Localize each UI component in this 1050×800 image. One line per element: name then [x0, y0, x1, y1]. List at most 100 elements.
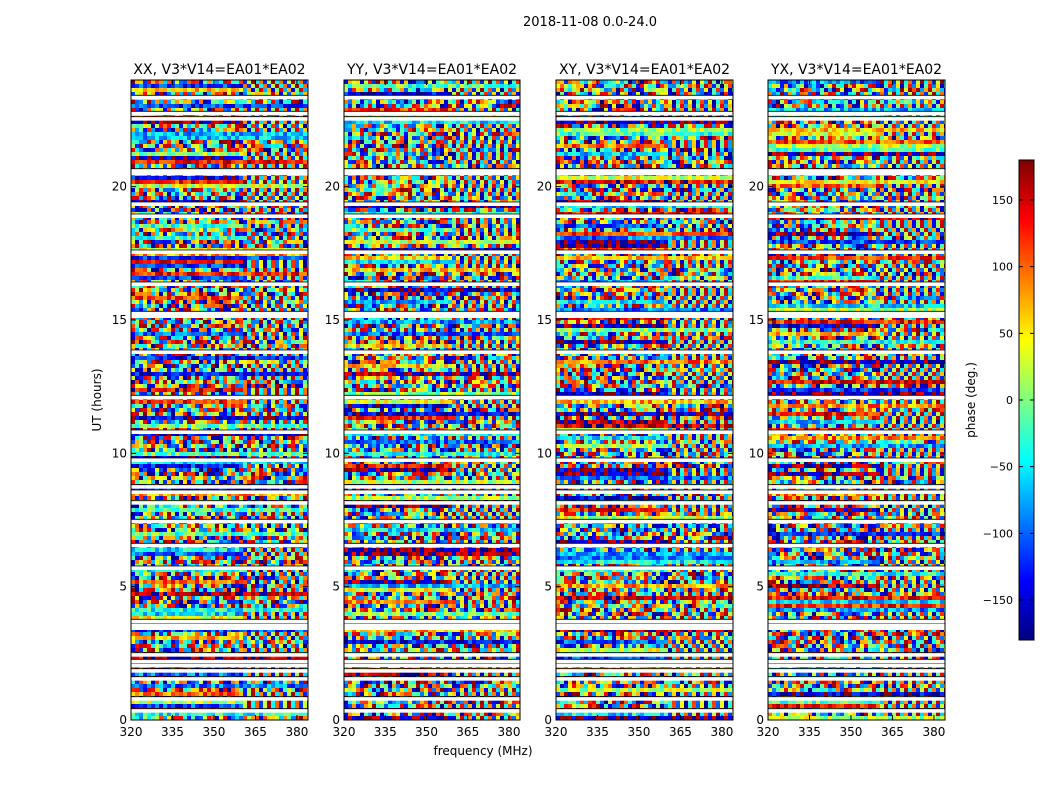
flagged-row: [131, 484, 308, 489]
colorbar-tick-label: −100: [983, 527, 1013, 540]
x-tick-label: 335: [161, 725, 184, 739]
colorbar-tick-label: 50: [999, 327, 1013, 340]
flagged-row: [131, 652, 308, 657]
flagged-row: [556, 350, 733, 354]
panels: XX, V3*V14=EA01*EA02 320 335 350 365 380 0 5 10 1…: [112, 62, 946, 739]
flagged-row: [556, 490, 733, 494]
flagged-row: [768, 619, 945, 624]
flagged-row: [344, 116, 520, 121]
flagged-row: [131, 95, 308, 100]
flagged-row: [344, 659, 520, 664]
x-tick-label: 335: [374, 725, 397, 739]
flagged-row: [556, 626, 733, 630]
flagged-row: [556, 282, 733, 286]
flagged-row: [768, 314, 945, 318]
flagged-row: [768, 250, 945, 254]
colorbar-ticks: 150 100 50 0 −50 −100 −150: [983, 194, 1034, 607]
y-tick-label: 10: [112, 446, 127, 460]
flagged-row: [556, 430, 733, 434]
flagged-row: [556, 500, 733, 505]
x-tick-label: 350: [203, 725, 226, 739]
panel-3: XY, V3*V14=EA01*EA02 320 335 350 365 380 0 5 10 1…: [537, 62, 734, 739]
y-tick-label: 20: [112, 180, 127, 194]
y-tick-label: 10: [537, 446, 552, 460]
x-tick-label: 365: [244, 725, 267, 739]
flagged-row: [344, 663, 520, 668]
flagged-row: [131, 111, 308, 116]
flagged-row: [768, 490, 945, 494]
flagged-row: [768, 676, 945, 681]
panel-4: YX, V3*V14=EA01*EA02 320 335 350 365 380 0 5 10 1…: [749, 62, 946, 739]
y-tick-label: 15: [112, 313, 127, 327]
panel-frame: [343, 79, 521, 721]
flagged-row: [131, 708, 308, 713]
flagged-row: [768, 350, 945, 354]
y-tick-label: 5: [544, 580, 552, 594]
flagged-row: [131, 250, 308, 254]
x-tick-label: 365: [669, 725, 692, 739]
flagged-row: [344, 623, 520, 628]
flagged-row: [344, 490, 520, 494]
x-tick-label: 320: [545, 725, 568, 739]
flagged-row: [768, 708, 945, 713]
flagged-row: [556, 168, 733, 173]
colorbar-tick-label: 150: [992, 194, 1013, 207]
flagged-row: [131, 566, 308, 570]
flagged-row: [556, 676, 733, 681]
flagged-row: [131, 490, 308, 494]
flagged-row: [768, 626, 945, 630]
flagged-row: [344, 214, 520, 218]
flagged-row: [131, 626, 308, 630]
flagged-row: [131, 350, 308, 354]
flagged-row: [768, 500, 945, 505]
x-axis-label: frequency (MHz): [433, 744, 532, 758]
x-tick-label: 320: [757, 725, 780, 739]
flagged-row: [344, 458, 520, 462]
colorbar-tick-label: −50: [990, 461, 1013, 474]
x-tick-label: 380: [710, 725, 733, 739]
flagged-row: [344, 430, 520, 434]
flagged-row: [131, 619, 308, 624]
flagged-row: [131, 116, 308, 121]
flagged-row: [344, 519, 520, 524]
flagged-row: [344, 202, 520, 206]
flagged-row: [344, 619, 520, 624]
colorbar: 150 100 50 0 −50 −100 −150 phase (deg.): [964, 159, 1035, 641]
flagged-row: [344, 668, 520, 673]
flagged-row: [768, 168, 945, 173]
flagged-row: [131, 659, 308, 664]
flagged-row: [768, 311, 945, 316]
x-tick-label: 380: [498, 725, 521, 739]
colorbar-tick-label: 0: [1006, 394, 1013, 407]
y-tick-label: 20: [537, 180, 552, 194]
phase-image: [768, 80, 945, 720]
y-tick-label: 15: [537, 313, 552, 327]
flagged-row: [344, 314, 520, 318]
phase-image: [344, 80, 520, 720]
flagged-row: [768, 663, 945, 668]
y-tick-label: 20: [749, 180, 764, 194]
flagged-row: [768, 652, 945, 657]
flagged-row: [131, 519, 308, 524]
x-tick-label: 380: [285, 725, 308, 739]
flagged-row: [556, 458, 733, 462]
y-tick-label: 5: [332, 580, 340, 594]
flagged-row: [556, 696, 733, 701]
flagged-row: [344, 395, 520, 400]
flagged-row: [768, 171, 945, 176]
flagged-row: [344, 350, 520, 354]
flagged-row: [556, 566, 733, 570]
panel-1: XX, V3*V14=EA01*EA02 320 335 350 365 380 0 5 10 1…: [112, 62, 309, 739]
flagged-row: [344, 111, 520, 116]
flagged-row: [344, 500, 520, 505]
flagged-row: [768, 668, 945, 673]
y-tick-label: 5: [119, 580, 127, 594]
flagged-row: [131, 395, 308, 400]
flagged-row: [768, 395, 945, 400]
x-tick-label: 335: [798, 725, 821, 739]
flagged-row: [556, 668, 733, 673]
panel-title: YX, V3*V14=EA01*EA02: [770, 62, 942, 78]
flagged-row: [344, 696, 520, 701]
flagged-row: [556, 202, 733, 206]
